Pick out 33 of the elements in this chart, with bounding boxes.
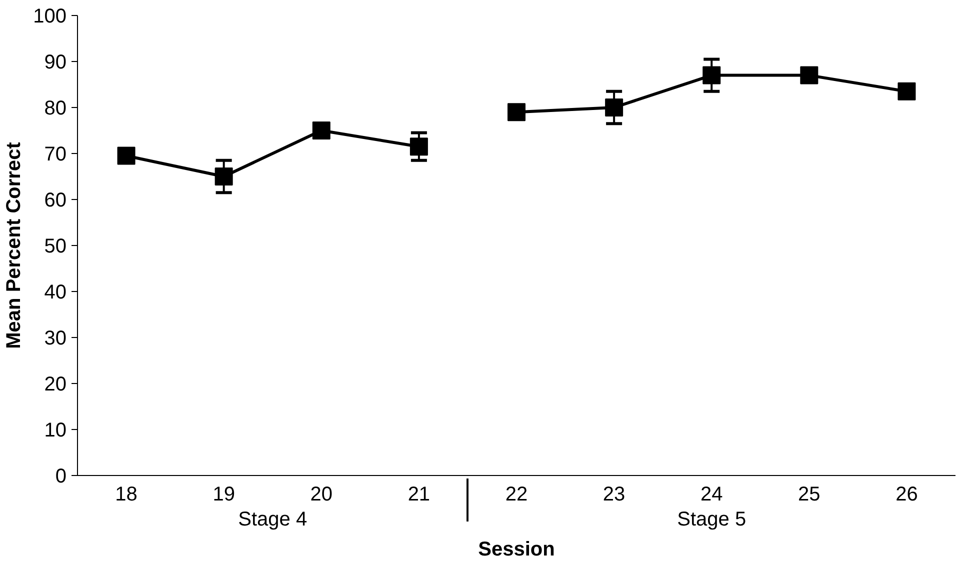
x-tick-label: 19	[212, 484, 235, 506]
x-tick-label: 22	[505, 484, 528, 506]
point	[702, 66, 721, 84]
point	[508, 103, 526, 122]
y-tick-label: 40	[44, 282, 67, 304]
point	[410, 138, 428, 156]
x-tick-label: 25	[798, 484, 820, 506]
y-tick-label: 90	[44, 52, 67, 74]
y-tick-label: 100	[33, 6, 67, 28]
point	[214, 168, 233, 186]
y-tick-label: 50	[44, 236, 67, 258]
y-tick-label: 20	[44, 374, 67, 396]
point	[117, 146, 136, 165]
x-tick-label: 23	[602, 484, 626, 506]
x-axis-title: Session	[478, 538, 555, 560]
y-tick-label: 30	[44, 328, 67, 350]
x-tick-label: 18	[115, 484, 138, 506]
x-tick-label: 20	[310, 484, 333, 506]
point	[605, 98, 624, 116]
x-tick-label: 21	[408, 484, 430, 506]
point	[312, 122, 330, 140]
x-tick-label: 24	[700, 484, 723, 506]
x-tick-label: 26	[896, 484, 918, 506]
text: Stage 4	[238, 508, 308, 530]
y-tick-label: 80	[44, 98, 67, 120]
y-tick-label: 0	[55, 466, 66, 488]
y-axis-title: Mean Percent Correct	[3, 142, 26, 349]
point	[800, 66, 818, 84]
text: Stage 5	[677, 508, 746, 530]
y-tick-label: 10	[44, 420, 67, 442]
y-tick-label: 70	[44, 144, 67, 166]
point	[898, 82, 916, 100]
y-tick-label: 60	[44, 190, 67, 212]
